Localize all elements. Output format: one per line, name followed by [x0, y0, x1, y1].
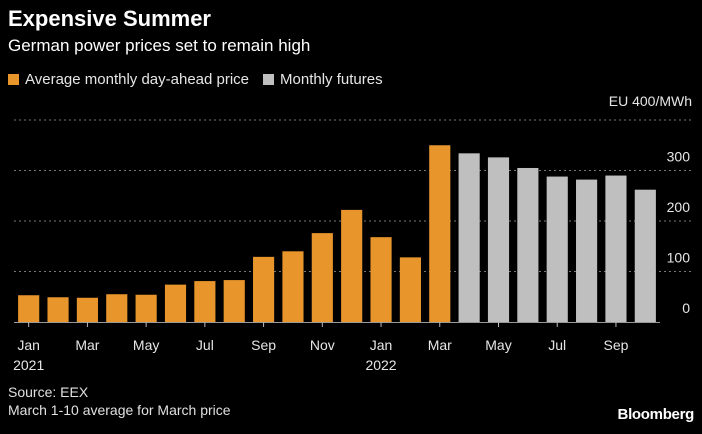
bar-futures	[605, 175, 627, 322]
bar-layer	[18, 145, 656, 322]
bar-futures	[634, 189, 656, 322]
x-tick-layer: Jan 2021 Mar May Jul Sep Nov Jan 2022 Mar May Jul Se…	[13, 322, 629, 373]
chart-subtitle: German power prices set to remain high	[8, 36, 311, 55]
footnote: March 1-10 average for March price	[8, 402, 231, 418]
x-tick-label: Mar	[428, 337, 452, 353]
legend: Average monthly day-ahead price Monthly …	[8, 71, 397, 88]
x-tick-label: Sep	[603, 337, 628, 353]
bar-day-ahead	[282, 251, 304, 322]
legend-item-futures: Monthly futures	[263, 71, 383, 88]
legend-swatch-actual	[8, 74, 19, 85]
x-tick-label: May	[133, 337, 159, 353]
y-tick-label: 200	[667, 199, 691, 215]
y-tick-label: 100	[667, 250, 691, 266]
bar-day-ahead	[47, 297, 69, 322]
bloomberg-logo: Bloomberg	[617, 406, 695, 423]
bar-futures	[458, 153, 480, 322]
y-tick-label: 0	[682, 300, 690, 316]
chart-title: Expensive Summer	[8, 6, 211, 31]
bar-day-ahead	[194, 281, 216, 322]
bar-day-ahead	[223, 280, 245, 322]
legend-label-actual: Average monthly day-ahead price	[25, 71, 250, 88]
bar-day-ahead	[311, 233, 333, 322]
bar-futures	[576, 179, 598, 322]
bar-futures	[517, 167, 539, 322]
bar-day-ahead	[370, 237, 392, 322]
x-tick-label: Mar	[75, 337, 99, 353]
x-tick-label: Jul	[196, 337, 214, 353]
bar-day-ahead	[106, 294, 128, 322]
x-tick-label: Jan	[17, 337, 40, 353]
source-note: Source: EEX	[8, 384, 89, 400]
x-tick-label: Nov	[310, 337, 335, 353]
bar-day-ahead	[429, 145, 451, 322]
y-axis-unit-label: EU 400/MWh	[609, 93, 692, 109]
bar-day-ahead	[341, 209, 363, 322]
x-tick-label: May	[485, 337, 511, 353]
legend-label-futures: Monthly futures	[280, 71, 383, 88]
x-tick-label: Sep	[251, 337, 276, 353]
x-tick-label: Jul	[548, 337, 566, 353]
x-tick-label: Jan	[370, 337, 393, 353]
bar-day-ahead	[253, 256, 275, 322]
legend-item-actual: Average monthly day-ahead price	[8, 71, 249, 88]
bar-day-ahead	[18, 295, 40, 322]
bar-day-ahead	[164, 284, 187, 322]
bar-futures	[546, 176, 568, 322]
bar-day-ahead	[399, 257, 421, 322]
y-tick-layer: 0 100 200 300	[667, 149, 691, 317]
y-tick-label: 300	[667, 149, 691, 165]
bar-futures	[487, 157, 510, 322]
x-tick-year-label: 2021	[13, 357, 44, 373]
bar-day-ahead	[76, 297, 98, 322]
legend-swatch-futures	[263, 74, 275, 85]
x-tick-year-label: 2022	[365, 357, 396, 373]
bar-day-ahead	[135, 294, 157, 322]
